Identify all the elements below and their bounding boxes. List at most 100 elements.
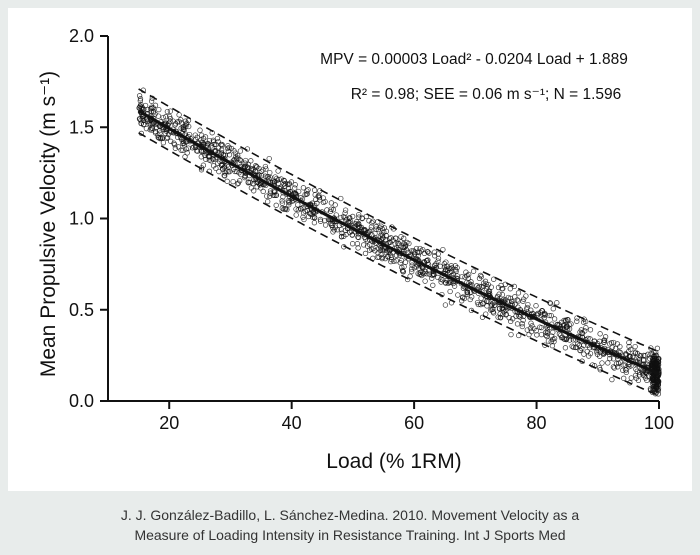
data-point (166, 113, 173, 120)
stats-annotation: R² = 0.98; SEE = 0.06 m s⁻¹; N = 1.596 (351, 86, 622, 103)
data-point (242, 160, 248, 166)
data-point (402, 243, 409, 249)
data-point (302, 191, 308, 198)
data-point (164, 135, 170, 141)
data-point (435, 274, 441, 281)
data-point (550, 329, 556, 335)
data-point (438, 279, 444, 285)
data-point (559, 334, 566, 340)
y-axis-title: Mean Propulsive Velocity (m s⁻¹) (37, 71, 60, 377)
data-point (612, 345, 619, 352)
data-point (407, 273, 413, 279)
data-point (248, 158, 254, 164)
data-point (403, 247, 410, 253)
data-point (356, 214, 362, 220)
data-point (148, 125, 155, 131)
data-point (219, 141, 225, 148)
data-point (574, 318, 580, 324)
data-point (520, 317, 526, 323)
data-point (656, 378, 662, 385)
data-point (210, 139, 217, 145)
data-point (157, 135, 163, 142)
data-point (279, 200, 285, 206)
data-point (537, 309, 543, 316)
data-point (284, 206, 290, 213)
data-point (355, 220, 362, 227)
data-point (650, 374, 656, 380)
data-point (652, 352, 659, 359)
data-point (222, 152, 229, 159)
data-point (562, 345, 569, 351)
data-point (482, 278, 489, 284)
data-point (608, 340, 615, 346)
data-point (599, 360, 605, 366)
data-point (628, 346, 634, 353)
data-point (224, 168, 230, 174)
data-point (328, 206, 334, 212)
data-point (611, 339, 617, 346)
data-point (230, 178, 236, 185)
data-point (213, 165, 219, 172)
data-point (501, 309, 507, 315)
data-point (515, 298, 522, 304)
data-point (260, 167, 266, 173)
data-point (359, 215, 365, 222)
data-point (508, 331, 514, 338)
data-point (548, 312, 554, 319)
data-point (208, 143, 214, 149)
data-point (292, 191, 299, 197)
data-point (180, 138, 187, 145)
y-tick-label: 2.0 (69, 26, 94, 46)
data-point (508, 318, 514, 325)
data-point (388, 235, 394, 241)
citation-line-2: Measure of Loading Intensity in Resistan… (134, 527, 566, 543)
data-point (209, 144, 216, 151)
data-point (330, 229, 336, 235)
data-point (602, 334, 609, 340)
data-point (237, 148, 244, 154)
x-tick-label: 20 (159, 413, 179, 433)
data-point (266, 193, 273, 199)
data-point (147, 106, 154, 112)
data-point (632, 372, 639, 379)
data-point (626, 339, 632, 346)
data-point (342, 207, 349, 213)
data-point (339, 230, 345, 236)
regression-line (137, 109, 660, 376)
data-point (649, 381, 656, 387)
data-point (304, 208, 310, 214)
data-point (401, 235, 407, 241)
data-point (338, 233, 345, 240)
data-point (563, 317, 569, 323)
data-point (528, 320, 534, 326)
data-point (443, 266, 449, 272)
data-point (381, 247, 387, 253)
data-point (432, 262, 438, 269)
data-point (495, 314, 501, 320)
data-point (225, 145, 231, 151)
data-point (300, 214, 306, 220)
data-point (548, 339, 554, 345)
data-point (623, 352, 630, 358)
data-point (538, 331, 545, 338)
data-point (338, 195, 344, 202)
data-point (311, 187, 318, 193)
data-point (656, 355, 662, 362)
data-point (136, 116, 143, 122)
data-point (462, 274, 468, 280)
data-point (317, 218, 324, 224)
data-point (610, 364, 617, 370)
data-point (527, 325, 534, 332)
data-point (224, 178, 230, 184)
data-point (455, 292, 461, 298)
x-tick-label: 60 (404, 413, 424, 433)
data-point (531, 325, 537, 332)
data-point (315, 193, 321, 200)
data-point (236, 160, 243, 166)
data-point (506, 315, 512, 321)
data-point (513, 313, 519, 319)
data-point (514, 321, 521, 327)
data-point (381, 229, 387, 235)
data-point (654, 376, 660, 383)
data-point (525, 301, 531, 308)
